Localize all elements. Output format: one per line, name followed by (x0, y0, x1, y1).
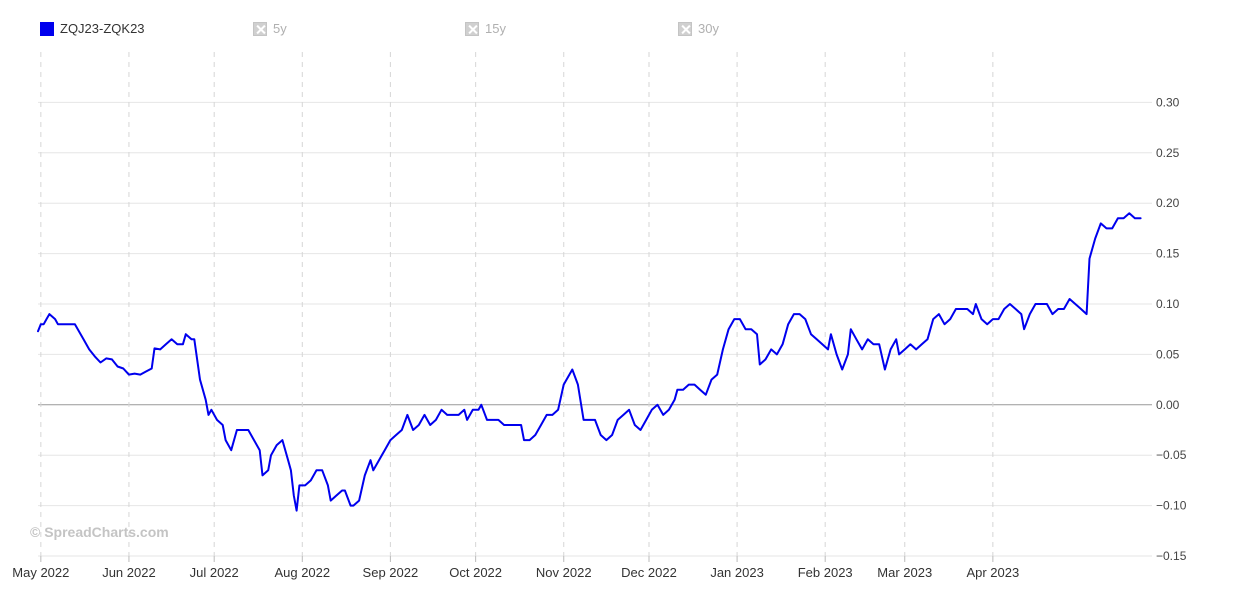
y-tick-label: −0.05 (1156, 448, 1187, 462)
x-tick-label: Jul 2022 (190, 565, 239, 580)
x-tick-label: Apr 2023 (966, 565, 1019, 580)
legend-item-5y[interactable]: 5y (253, 21, 287, 36)
x-tick-label: Jun 2022 (102, 565, 156, 580)
legend-label: 5y (273, 21, 287, 36)
y-tick-label: −0.15 (1156, 549, 1187, 563)
x-tick-label: Jan 2023 (710, 565, 764, 580)
legend-item-30y[interactable]: 30y (678, 21, 719, 36)
x-tick-label: Dec 2022 (621, 565, 677, 580)
legend-label: ZQJ23-ZQK23 (60, 21, 145, 36)
x-tick-label: Aug 2022 (274, 565, 330, 580)
y-tick-label: 0.05 (1156, 347, 1180, 361)
legend: ZQJ23-ZQK23 5y 15y 30y (40, 21, 800, 39)
watermark: © SpreadCharts.com (30, 524, 169, 540)
legend-label: 30y (698, 21, 719, 36)
y-tick-label: 0.00 (1156, 398, 1180, 412)
y-tick-label: 0.15 (1156, 247, 1180, 261)
x-tick-label: Sep 2022 (363, 565, 419, 580)
disabled-checkbox-icon (253, 21, 267, 36)
x-tick-label: Nov 2022 (536, 565, 592, 580)
disabled-checkbox-icon (678, 21, 692, 36)
series-swatch-icon (40, 21, 54, 36)
series-line-zqj23-zqk23 (37, 212, 1142, 512)
grid (38, 101, 1152, 557)
y-tick-label: 0.30 (1156, 95, 1180, 109)
y-tick-label: 0.20 (1156, 196, 1180, 210)
x-tick-label: Feb 2023 (798, 565, 853, 580)
x-tick-label: May 2022 (12, 565, 69, 580)
disabled-checkbox-icon (465, 21, 479, 36)
y-tick-label: −0.10 (1156, 499, 1187, 513)
legend-item-zqj23-zqk23[interactable]: ZQJ23-ZQK23 (40, 21, 145, 36)
y-tick-label: 0.25 (1156, 146, 1180, 160)
series-layer (37, 212, 1142, 512)
legend-label: 15y (485, 21, 506, 36)
vertical-grid (40, 52, 994, 556)
legend-item-15y[interactable]: 15y (465, 21, 506, 36)
y-axis: 0.30 0.25 0.20 0.15 0.10 0.05 0.00 −0.05 −0.10 −0… (1156, 95, 1187, 563)
x-tick-label: Oct 2022 (449, 565, 502, 580)
x-tick-label: Mar 2023 (877, 565, 932, 580)
y-tick-label: 0.10 (1156, 297, 1180, 311)
x-axis: May 2022 Jun 2022 Jul 2022 Aug 2022 Sep 2022… (12, 556, 1019, 580)
